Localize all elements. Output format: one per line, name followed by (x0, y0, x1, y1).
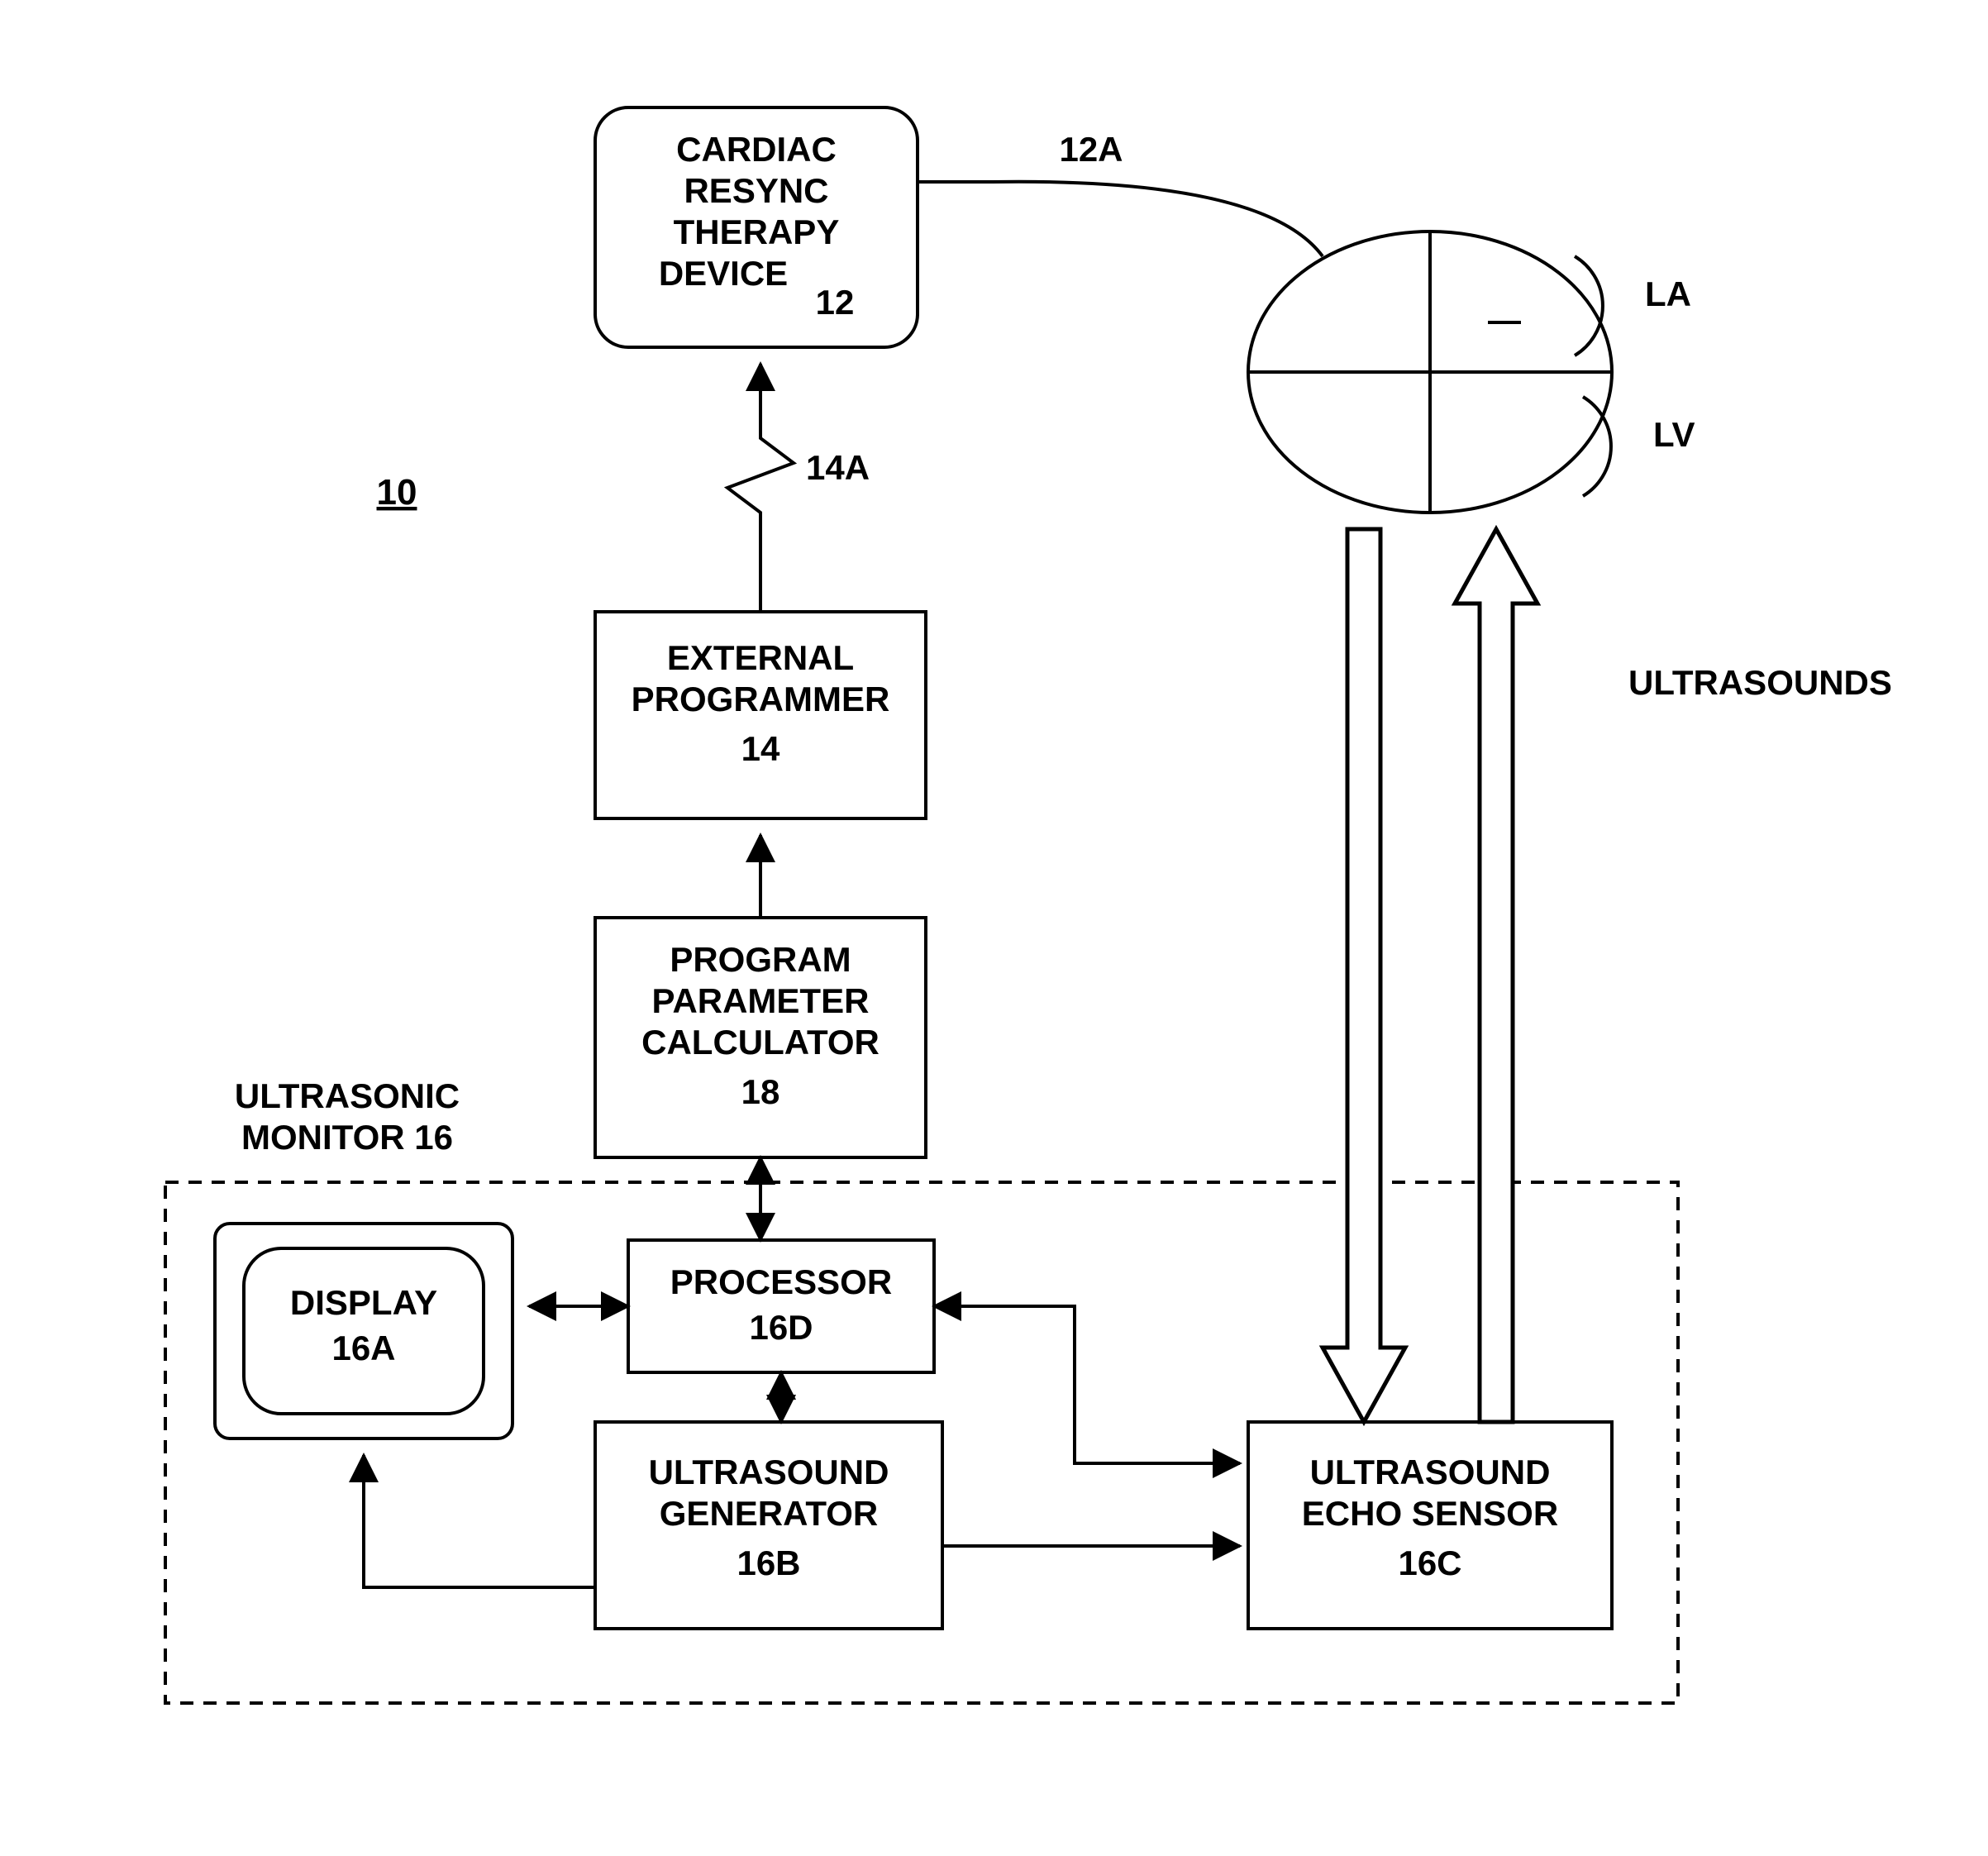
arrow-gen-display (364, 1455, 595, 1587)
crt-line2: RESYNC (684, 171, 828, 210)
crt-line4: DEVICE (659, 254, 788, 293)
crt-ref: 12 (816, 283, 855, 322)
link-14a (727, 364, 794, 612)
extprog-line3: 14 (741, 729, 780, 768)
gen-line3: 16B (737, 1543, 800, 1582)
crt-line3: THERAPY (674, 212, 840, 251)
proc-line2: 16D (749, 1308, 813, 1347)
sensor-line1: ULTRASOUND (1310, 1453, 1551, 1491)
ppc-line2: PARAMETER (652, 981, 870, 1020)
gen-line1: ULTRASOUND (649, 1453, 889, 1491)
processor-box (628, 1240, 934, 1372)
lead-12a-label: 12A (1059, 130, 1123, 169)
extprog-line2: PROGRAMMER (632, 680, 890, 718)
arrow-proc-sensor (934, 1306, 1240, 1463)
ultrasound-arrow-up (1455, 529, 1537, 1422)
crt-line1: CARDIAC (676, 130, 837, 169)
sensor-line3: 16C (1398, 1543, 1461, 1582)
proc-line1: PROCESSOR (670, 1262, 892, 1301)
gen-line2: GENERATOR (660, 1494, 878, 1533)
sensor-line2: ECHO SENSOR (1302, 1494, 1558, 1533)
ppc-line3: CALCULATOR (641, 1023, 880, 1062)
lead-12a (918, 182, 1323, 256)
ppc-line4: 18 (741, 1072, 780, 1111)
extprog-line1: EXTERNAL (667, 638, 854, 677)
heart-icon (1248, 231, 1612, 513)
ultrasounds-label: ULTRASOUNDS (1628, 663, 1892, 702)
link-14a-label: 14A (806, 448, 870, 487)
ultrasonic-monitor-label-line2: MONITOR 16 (241, 1118, 453, 1157)
heart-la-label: LA (1645, 274, 1691, 313)
diagram-canvas: 10 ULTRASONIC MONITOR 16 CARDIAC RESYNC … (0, 0, 1988, 1856)
display-line1: DISPLAY (290, 1283, 437, 1322)
ultrasound-arrow-down (1323, 529, 1405, 1422)
figure-ref-10: 10 (377, 472, 417, 513)
ppc-line1: PROGRAM (670, 940, 851, 979)
display-line2: 16A (331, 1329, 395, 1367)
heart-lv-label: LV (1653, 415, 1695, 454)
ultrasonic-monitor-label-line1: ULTRASONIC (235, 1076, 460, 1115)
